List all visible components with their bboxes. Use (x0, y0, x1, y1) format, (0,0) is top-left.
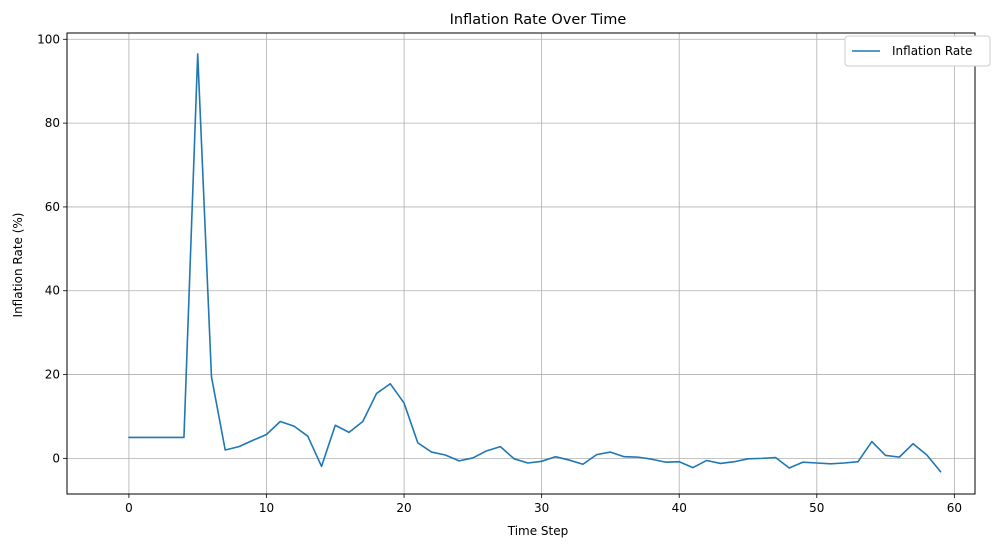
legend: Inflation Rate (844, 35, 991, 67)
legend-label-inflation-rate: Inflation Rate (892, 44, 972, 58)
plot-frame (66, 32, 976, 495)
x-tick-label: 50 (809, 501, 824, 515)
y-tick-label: 40 (45, 284, 60, 298)
y-tick-label: 0 (52, 451, 60, 465)
legend-box (844, 35, 991, 67)
ticks: 0 10 20 30 40 50 60 0 20 40 60 80 100 (37, 32, 962, 515)
y-axis-title: Inflation Rate (%) (11, 213, 25, 318)
x-tick-label: 10 (259, 501, 274, 515)
grid (67, 33, 975, 494)
x-tick-label: 30 (534, 501, 549, 515)
chart-title: Inflation Rate Over Time (450, 12, 627, 28)
x-tick-label: 60 (947, 501, 962, 515)
y-tick-label: 20 (45, 368, 60, 382)
y-tick-label: 60 (45, 200, 60, 214)
y-tick-label: 80 (45, 116, 60, 130)
series-layer (128, 53, 942, 473)
x-tick-label: 0 (125, 501, 133, 515)
x-tick-label: 20 (396, 501, 411, 515)
x-axis-title: Time Step (507, 524, 569, 538)
x-tick-label: 40 (672, 501, 687, 515)
series-line-inflation-rate (128, 53, 942, 473)
y-tick-label: 100 (37, 32, 60, 46)
